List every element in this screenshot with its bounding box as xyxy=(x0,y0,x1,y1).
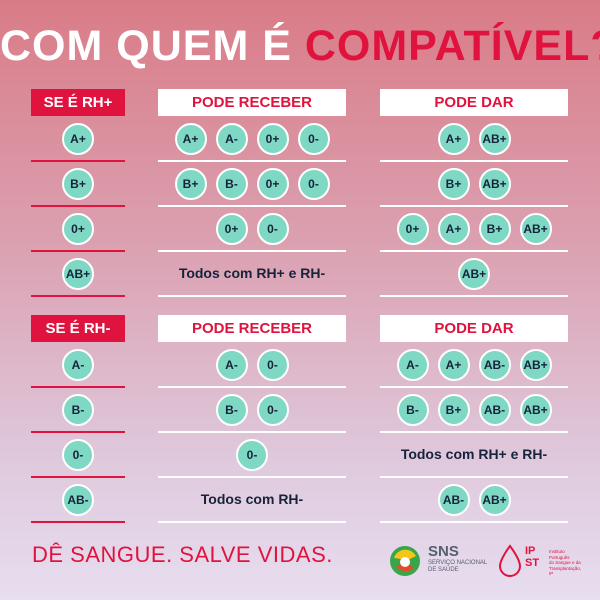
blood-type-badge: AB+ xyxy=(519,393,552,426)
row-divider xyxy=(158,205,346,207)
blood-type-badge: A+ xyxy=(437,122,470,155)
blood-type-badge: 0- xyxy=(236,438,268,471)
blood-type-badge: B+ xyxy=(478,212,511,245)
blood-type-badge: AB- xyxy=(62,483,94,516)
blood-drop-icon xyxy=(498,544,522,577)
compatibility-note: Todos com RH- xyxy=(200,490,304,507)
blood-type-badge: B- xyxy=(62,393,94,426)
blood-type-badge: AB+ xyxy=(478,167,511,200)
row-divider xyxy=(31,250,125,252)
blood-type-badge: B- xyxy=(215,167,248,200)
blood-type-badge: 0- xyxy=(256,348,289,381)
blood-type-badge: B+ xyxy=(174,167,207,200)
give-header: PODE DAR xyxy=(380,315,568,342)
receive-header: PODE RECEBER xyxy=(158,89,346,116)
ipst-line-3: Transplantação, IP xyxy=(549,565,582,577)
row-divider xyxy=(380,476,568,478)
row-divider xyxy=(31,386,125,388)
row-divider xyxy=(158,250,346,252)
row-divider xyxy=(380,431,568,433)
blood-type-badge: AB+ xyxy=(458,257,490,290)
row-divider xyxy=(158,521,346,523)
ipst-name-bottom: ST xyxy=(525,557,540,569)
page-title: COM QUEM É COMPATÍVEL? xyxy=(0,22,600,71)
blood-type-badge: AB+ xyxy=(478,122,511,155)
blood-type-badge: A+ xyxy=(437,348,470,381)
section-header-rh-positive: SE É RH+ xyxy=(31,89,125,116)
ipst-logo: IP ST Instituto Português do Sangue e da… xyxy=(497,543,582,579)
row-divider xyxy=(158,431,346,433)
row-divider xyxy=(31,521,125,523)
receive-header: PODE RECEBER xyxy=(158,315,346,342)
blood-type-badge: A- xyxy=(215,122,248,155)
row-divider xyxy=(380,250,568,252)
sns-line-1: SERVIÇO NACIONAL xyxy=(428,560,488,566)
blood-type-badge: B+ xyxy=(437,393,470,426)
row-divider xyxy=(158,476,346,478)
blood-type-badge: AB- xyxy=(437,483,470,516)
row-divider xyxy=(31,205,125,207)
blood-type-badge: AB- xyxy=(478,393,511,426)
row-divider xyxy=(380,521,568,523)
blood-type-badge: A- xyxy=(62,348,94,381)
row-divider xyxy=(158,295,346,297)
blood-type-badge: 0+ xyxy=(215,212,248,245)
slogan: DÊ SANGUE. SALVE VIDAS. xyxy=(32,542,333,567)
row-divider xyxy=(158,160,346,162)
section-header-rh-negative: SE É RH- xyxy=(31,315,125,342)
blood-type-badge: 0- xyxy=(256,212,289,245)
blood-type-badge: B+ xyxy=(62,167,94,200)
blood-type-badge: AB- xyxy=(478,348,511,381)
row-divider xyxy=(31,295,125,297)
blood-type-badge: AB+ xyxy=(519,348,552,381)
blood-type-badge: B- xyxy=(396,393,429,426)
blood-type-badge: 0+ xyxy=(62,212,94,245)
compatibility-note: Todos com RH+ e RH- xyxy=(178,264,326,281)
ipst-line-1: Instituto Português xyxy=(549,549,570,560)
row-divider xyxy=(31,160,125,162)
blood-type-badge: B- xyxy=(215,393,248,426)
blood-type-badge: 0- xyxy=(62,438,94,471)
blood-type-badge: A- xyxy=(215,348,248,381)
give-header: PODE DAR xyxy=(380,89,568,116)
row-divider xyxy=(31,476,125,478)
blood-type-badge: A+ xyxy=(437,212,470,245)
row-divider xyxy=(380,160,568,162)
blood-type-badge: AB+ xyxy=(62,257,94,290)
blood-type-badge: A+ xyxy=(174,122,207,155)
sns-logo: SNS SERVIÇO NACIONAL DE SAÚDE xyxy=(388,543,492,579)
blood-type-badge: B+ xyxy=(437,167,470,200)
blood-type-badge: 0+ xyxy=(256,167,289,200)
blood-type-badge: A- xyxy=(396,348,429,381)
row-divider xyxy=(380,295,568,297)
row-divider xyxy=(158,386,346,388)
sns-name: SNS xyxy=(428,543,459,560)
blood-type-badge: AB+ xyxy=(478,483,511,516)
ipst-line-2: do Sangue e da xyxy=(549,560,581,565)
blood-type-badge: 0+ xyxy=(256,122,289,155)
row-divider xyxy=(31,431,125,433)
blood-type-badge: 0- xyxy=(256,393,289,426)
blood-type-badge: 0+ xyxy=(396,212,429,245)
title-part-1: COM QUEM É xyxy=(0,22,292,70)
ipst-name-top: IP xyxy=(525,545,536,557)
compatibility-note: Todos com RH+ e RH- xyxy=(400,445,548,462)
title-part-2: COMPATÍVEL? xyxy=(304,22,600,70)
blood-type-badge: A+ xyxy=(62,122,94,155)
sns-swirl-icon xyxy=(390,546,420,576)
sns-line-2: DE SAÚDE xyxy=(428,567,459,573)
blood-type-badge: 0- xyxy=(297,167,330,200)
row-divider xyxy=(380,205,568,207)
blood-type-badge: 0- xyxy=(297,122,330,155)
blood-type-badge: AB+ xyxy=(519,212,552,245)
row-divider xyxy=(380,386,568,388)
